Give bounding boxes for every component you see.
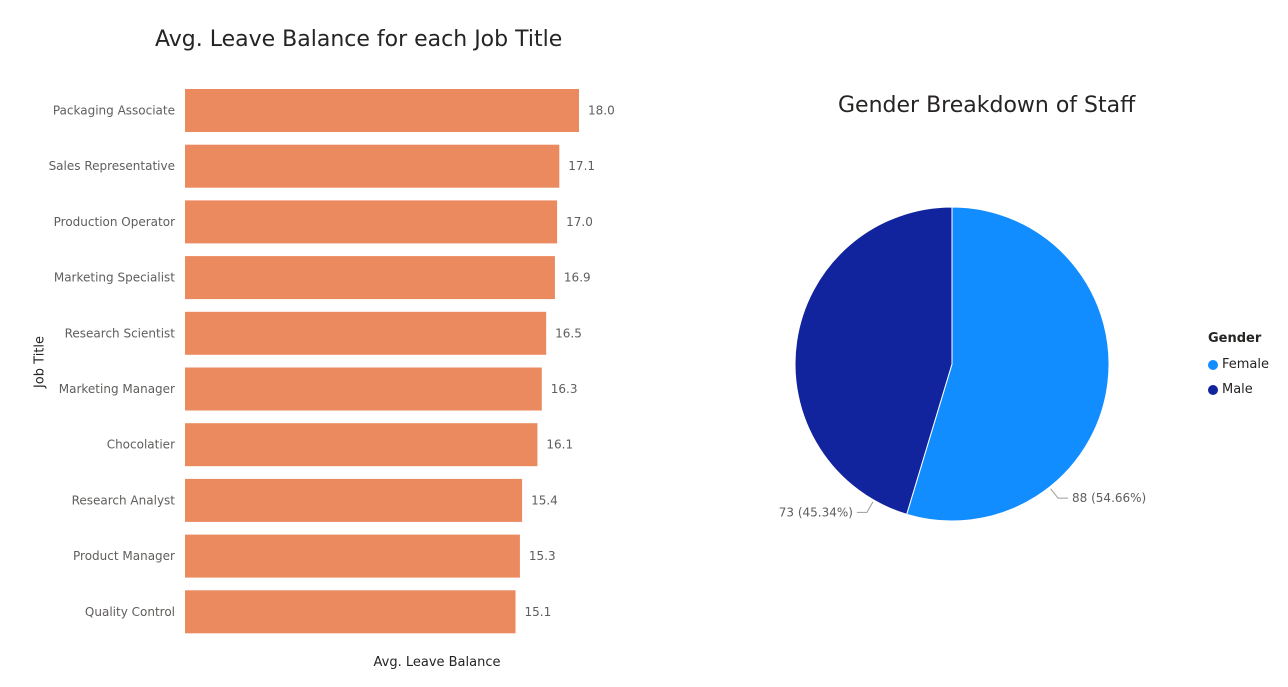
- bar-data-label: 17.0: [566, 215, 593, 229]
- bar[interactable]: [185, 200, 558, 244]
- legend-label-male: Male: [1222, 382, 1253, 397]
- bar-data-label: 16.1: [546, 438, 573, 452]
- bar[interactable]: [185, 478, 523, 522]
- bar[interactable]: [185, 423, 538, 467]
- bar-data-label: 15.4: [531, 493, 558, 507]
- bar-data-label: 15.3: [529, 549, 556, 563]
- bar-data-label: 18.0: [588, 104, 615, 118]
- legend-label-female: Female: [1222, 357, 1270, 372]
- legend-dot-male: [1208, 384, 1218, 395]
- bar[interactable]: [185, 89, 579, 132]
- legend-item-male[interactable]: Male: [1208, 377, 1269, 402]
- bar-data-label: 16.9: [564, 271, 591, 285]
- pie-legend: Gender Female Male: [1208, 331, 1269, 402]
- bar-category-label: Sales Representative: [49, 159, 175, 173]
- bar[interactable]: [185, 311, 547, 355]
- legend-item-female[interactable]: Female: [1208, 352, 1269, 377]
- bar-category-label: Packaging Associate: [53, 104, 175, 118]
- bar-category-label: Chocolatier: [107, 438, 175, 452]
- bar-category-label: Quality Control: [85, 605, 175, 619]
- bar-category-label: Production Operator: [54, 215, 175, 229]
- pie-data-label-male: 73 (45.34%): [779, 505, 853, 519]
- bar-category-label: Marketing Specialist: [54, 271, 175, 285]
- bar-data-label: 15.1: [525, 605, 552, 619]
- legend-title: Gender: [1208, 331, 1262, 346]
- bar[interactable]: [185, 367, 542, 411]
- bar-data-label: 17.1: [568, 159, 595, 173]
- legend-dot-female: [1208, 359, 1218, 370]
- bar-chart: Packaging Associate 18.0 Sales Representat…: [49, 89, 615, 634]
- bar-category-label: Marketing Manager: [59, 382, 175, 396]
- bar[interactable]: [185, 590, 516, 634]
- bar[interactable]: [185, 534, 520, 578]
- pie-data-label-female: 88 (54.66%): [1072, 491, 1146, 505]
- bar[interactable]: [185, 256, 555, 300]
- bar-data-label: 16.3: [551, 382, 578, 396]
- pie-chart-title: Gender Breakdown of Staff: [838, 93, 1136, 118]
- bar-category-label: Product Manager: [73, 549, 175, 563]
- pie-slice-male[interactable]: [794, 206, 953, 515]
- pie-leader-line: [856, 501, 874, 513]
- bar[interactable]: [185, 144, 560, 188]
- bar-x-axis-label: Avg. Leave Balance: [373, 655, 501, 670]
- pie-leader-line: [1050, 488, 1069, 499]
- bar-chart-title: Avg. Leave Balance for each Job Title: [155, 27, 563, 52]
- bar-category-label: Research Scientist: [65, 326, 176, 340]
- bar-data-label: 16.5: [555, 326, 582, 340]
- pie-slice-female[interactable]: [906, 206, 1110, 522]
- bar-category-label: Research Analyst: [72, 493, 176, 507]
